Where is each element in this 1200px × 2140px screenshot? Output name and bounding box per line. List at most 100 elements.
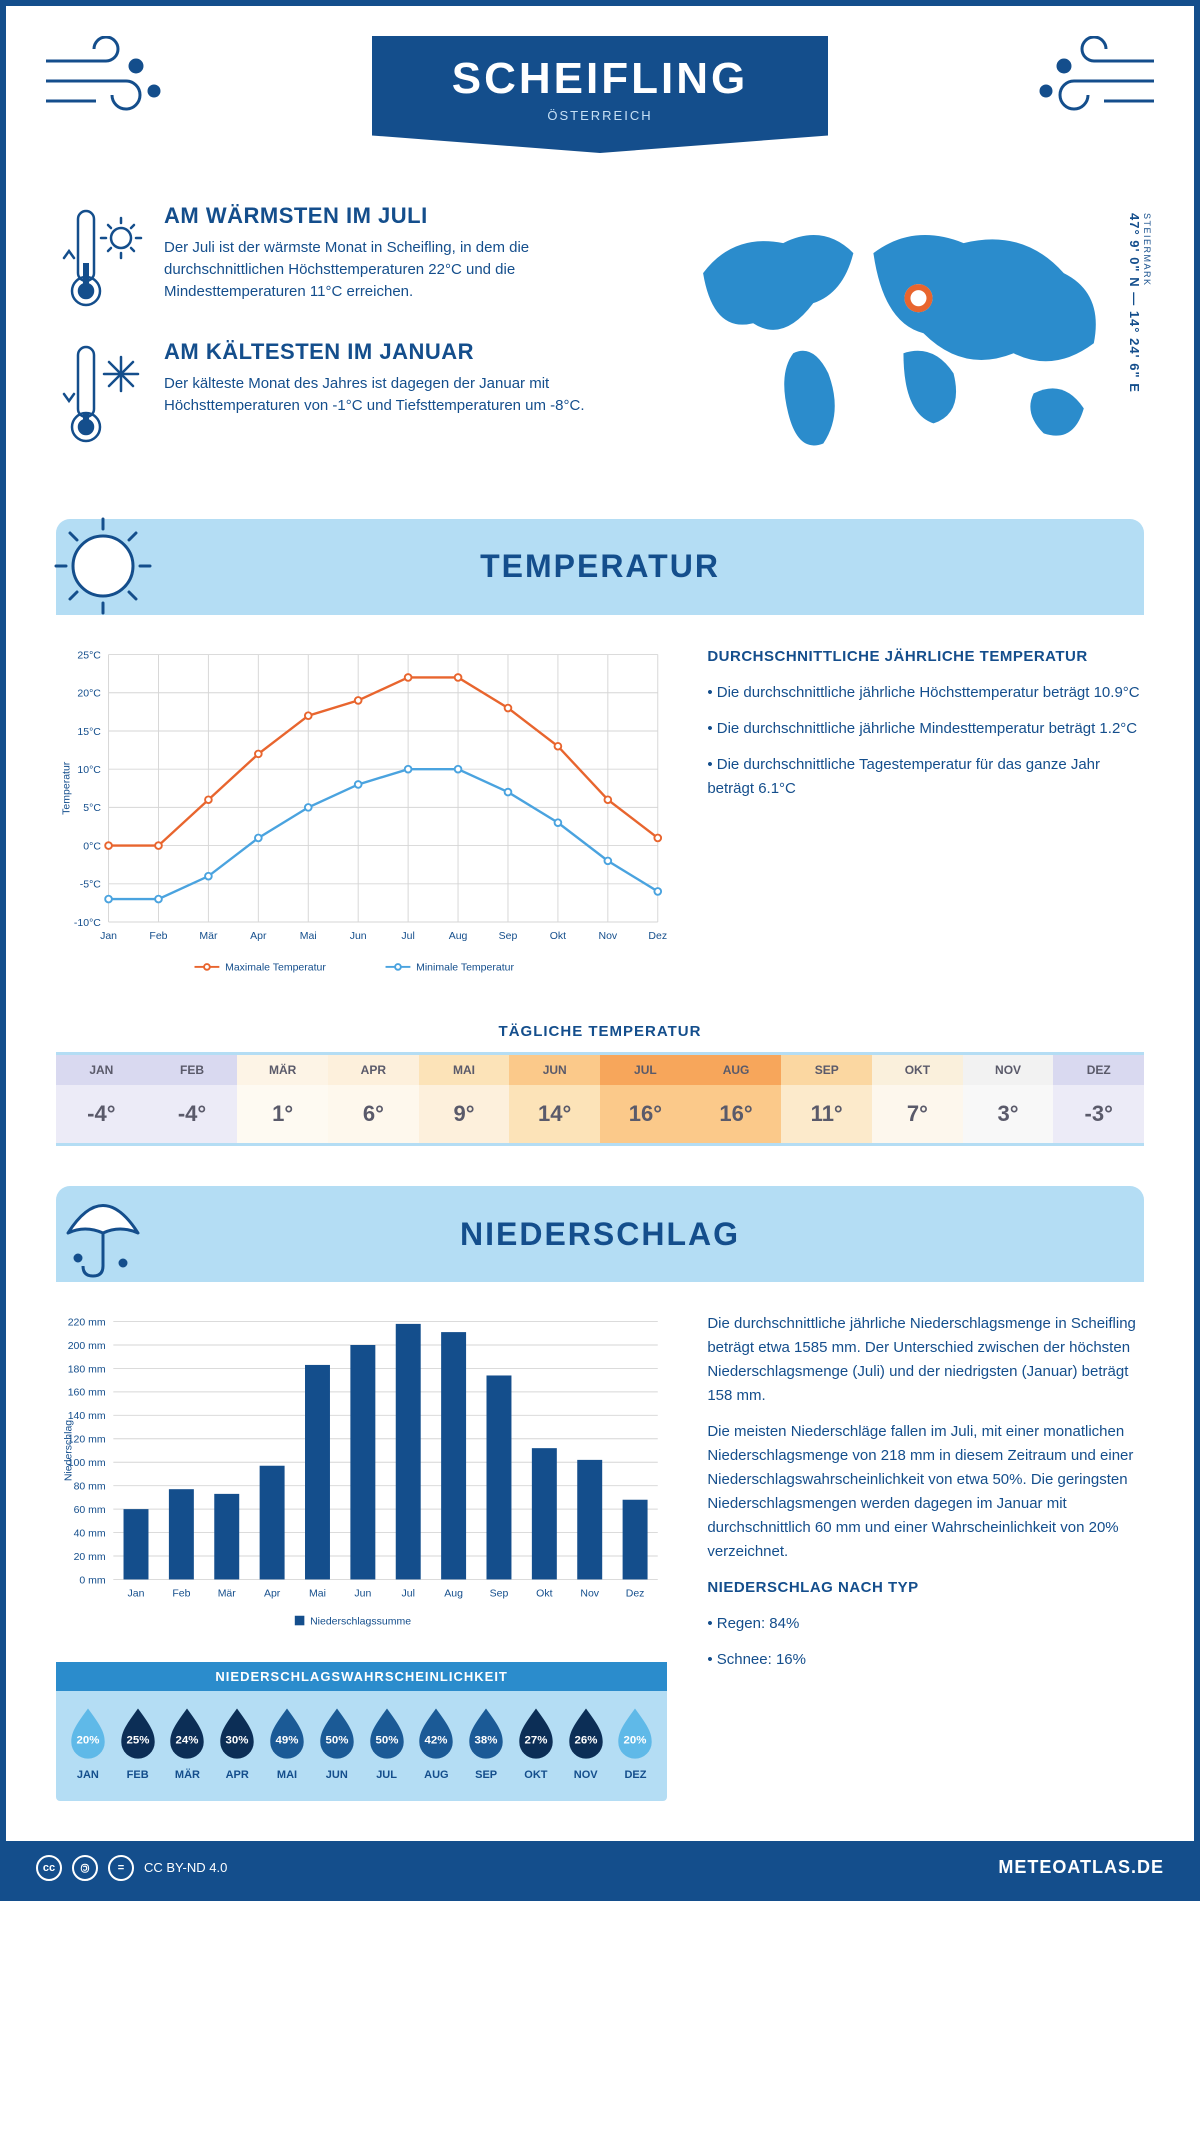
month-cell: JUL16° [600,1055,691,1143]
country-name: ÖSTERREICH [452,108,748,123]
month-cell: AUG16° [691,1055,782,1143]
precip-rain: • Regen: 84% [707,1612,1144,1636]
svg-text:Niederschlag: Niederschlag [62,1420,74,1481]
svg-text:Apr: Apr [250,930,267,942]
drop-item: 26%NOV [562,1705,610,1781]
svg-text:Sep: Sep [490,1588,509,1600]
svg-text:Nov: Nov [580,1588,599,1600]
month-cell: FEB-4° [147,1055,238,1143]
month-cell: OKT7° [872,1055,963,1143]
svg-text:Apr: Apr [264,1588,281,1600]
svg-text:24%: 24% [176,1735,199,1747]
svg-text:-10°C: -10°C [74,916,101,928]
title-banner: SCHEIFLING ÖSTERREICH [372,36,828,153]
coldest-title: AM KÄLTESTEN IM JANUAR [164,339,633,365]
precip-section-head: NIEDERSCHLAG [56,1186,1144,1282]
temp-title: TEMPERATUR [480,548,720,585]
svg-text:40 mm: 40 mm [74,1528,106,1540]
wind-icon [36,36,176,126]
sun-icon [48,511,158,621]
svg-text:Jan: Jan [128,1588,145,1600]
svg-text:Mär: Mär [218,1588,237,1600]
precipitation-bar-chart: 0 mm20 mm40 mm60 mm80 mm100 mm120 mm140 … [56,1312,667,1637]
temp-stats-title: DURCHSCHNITTLICHE JÄHRLICHE TEMPERATUR [707,645,1144,669]
month-cell: DEZ-3° [1053,1055,1144,1143]
svg-text:Jul: Jul [402,1588,415,1600]
svg-text:60 mm: 60 mm [74,1504,106,1516]
daily-temp-strip: JAN-4°FEB-4°MÄR1°APR6°MAI9°JUN14°JUL16°A… [56,1052,1144,1146]
svg-text:Niederschlagssumme: Niederschlagssumme [310,1616,411,1628]
svg-text:42%: 42% [425,1735,448,1747]
svg-text:49%: 49% [276,1735,299,1747]
svg-text:Okt: Okt [536,1588,552,1600]
svg-text:Feb: Feb [172,1588,190,1600]
precip-title: NIEDERSCHLAG [460,1216,740,1253]
by-icon: 🄯 [72,1855,98,1881]
svg-text:5°C: 5°C [83,802,101,814]
region-label: STEIERMARK [1142,213,1152,387]
month-cell: SEP11° [781,1055,872,1143]
temp-stat-2: • Die durchschnittliche jährliche Mindes… [707,717,1144,741]
umbrella-icon [48,1178,158,1288]
svg-text:Feb: Feb [149,930,167,942]
svg-text:-5°C: -5°C [80,878,102,890]
wind-icon [1024,36,1164,126]
probability-title: NIEDERSCHLAGSWAHRSCHEINLICHKEIT [56,1662,667,1691]
svg-text:Minimale Temperatur: Minimale Temperatur [416,961,514,973]
svg-text:27%: 27% [524,1735,547,1747]
svg-text:Mai: Mai [300,930,317,942]
svg-text:20°C: 20°C [77,687,101,699]
warmest-text: Der Juli ist der wärmste Monat in Scheif… [164,237,633,302]
temperature-section-head: TEMPERATUR [56,519,1144,615]
svg-text:20%: 20% [624,1735,647,1747]
month-cell: NOV3° [963,1055,1054,1143]
drop-item: 38%SEP [462,1705,510,1781]
drop-item: 50%JUN [313,1705,361,1781]
svg-text:Okt: Okt [550,930,566,942]
month-cell: APR6° [328,1055,419,1143]
svg-text:15°C: 15°C [77,725,101,737]
svg-text:Maximale Temperatur: Maximale Temperatur [225,961,326,973]
svg-text:26%: 26% [574,1735,597,1747]
svg-text:Jan: Jan [100,930,117,942]
precip-type-title: NIEDERSCHLAG NACH TYP [707,1576,1144,1600]
svg-text:Jun: Jun [354,1588,371,1600]
svg-text:Dez: Dez [648,930,667,942]
svg-text:Jun: Jun [350,930,367,942]
drop-item: 50%JUL [363,1705,411,1781]
drop-item: 20%JAN [64,1705,112,1781]
thermometer-cold-icon [56,339,146,449]
warmest-title: AM WÄRMSTEN IM JULI [164,203,633,229]
svg-text:200 mm: 200 mm [68,1340,106,1352]
svg-text:10°C: 10°C [77,764,101,776]
month-cell: MÄR1° [237,1055,328,1143]
drop-item: 49%MAI [263,1705,311,1781]
footer: cc 🄯 = CC BY-ND 4.0 METEOATLAS.DE [6,1841,1194,1895]
svg-text:180 mm: 180 mm [68,1364,106,1376]
city-name: SCHEIFLING [452,54,748,104]
drop-item: 42%AUG [412,1705,460,1781]
drop-item: 20%DEZ [612,1705,660,1781]
month-cell: MAI9° [419,1055,510,1143]
svg-text:Sep: Sep [499,930,518,942]
svg-text:Aug: Aug [449,930,468,942]
coldest-text: Der kälteste Monat des Jahres ist dagege… [164,373,633,417]
month-cell: JUN14° [509,1055,600,1143]
svg-text:Mai: Mai [309,1588,326,1600]
svg-text:Aug: Aug [444,1588,463,1600]
svg-text:30%: 30% [226,1735,249,1747]
svg-text:50%: 50% [325,1735,348,1747]
svg-text:0°C: 0°C [83,840,101,852]
drop-item: 24%MÄR [164,1705,212,1781]
svg-text:Nov: Nov [598,930,617,942]
license-text: CC BY-ND 4.0 [144,1860,227,1875]
svg-text:25%: 25% [126,1735,149,1747]
precip-snow: • Schnee: 16% [707,1648,1144,1672]
svg-text:Dez: Dez [626,1588,645,1600]
probability-panel: NIEDERSCHLAGSWAHRSCHEINLICHKEIT 20%JAN 25… [56,1662,667,1801]
svg-text:Mär: Mär [199,930,218,942]
svg-text:220 mm: 220 mm [68,1317,106,1329]
temp-stat-1: • Die durchschnittliche jährliche Höchst… [707,681,1144,705]
svg-text:80 mm: 80 mm [74,1481,106,1493]
svg-text:Jul: Jul [401,930,414,942]
